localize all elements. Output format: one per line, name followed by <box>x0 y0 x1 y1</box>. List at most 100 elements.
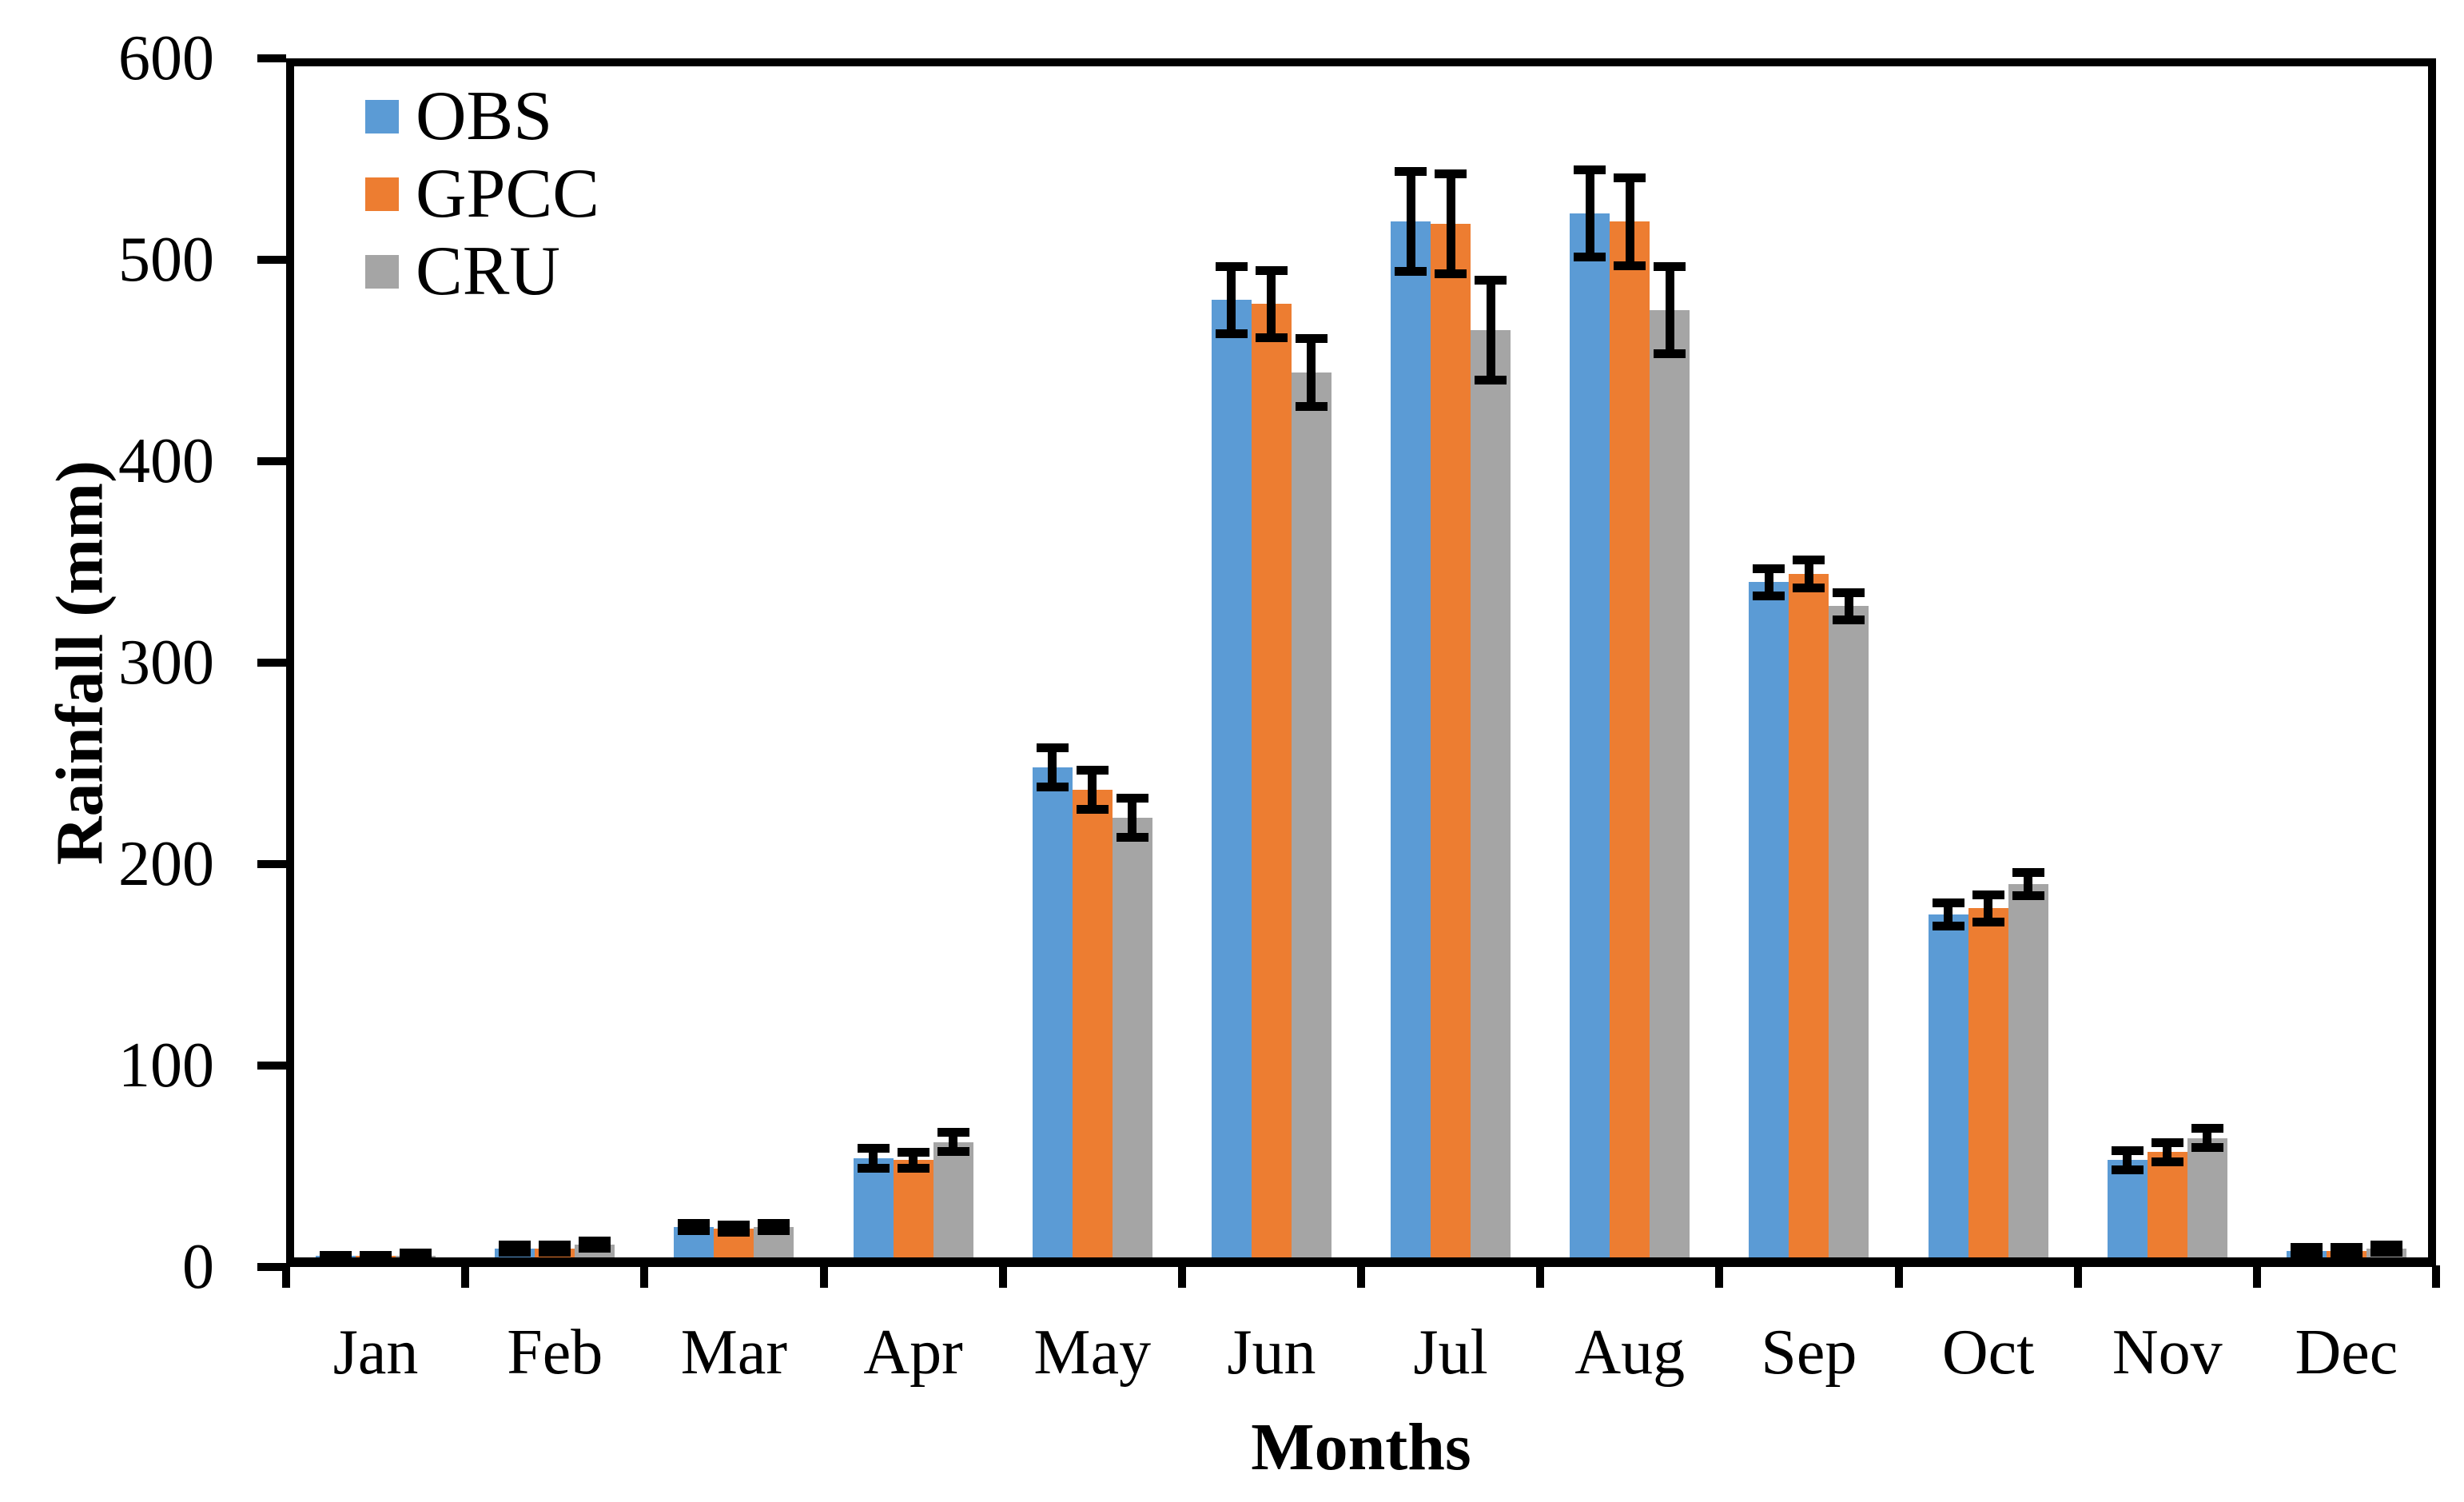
month-label-aug: Aug <box>1574 1317 1686 1388</box>
bar-gpcc-sep <box>1789 574 1829 1257</box>
errorbar-gpcc-may-cap-bottom <box>1076 804 1109 814</box>
errorbar-obs-may-line <box>1048 747 1057 788</box>
x-tick-12 <box>2432 1265 2440 1288</box>
errorbar-obs-dec-cap-bottom <box>2290 1249 2323 1259</box>
errorbar-obs-aug-cap-top <box>1574 165 1606 174</box>
x-tick-0 <box>282 1265 290 1288</box>
errorbar-gpcc-oct-cap-top <box>1972 890 2004 899</box>
legend-label-obs: OBS <box>416 78 553 155</box>
errorbar-obs-aug-cap-bottom <box>1574 253 1606 262</box>
errorbar-gpcc-apr-cap-top <box>897 1148 929 1157</box>
errorbar-cru-sep-cap-top <box>1833 588 1865 597</box>
errorbar-cru-jan-cap-bottom <box>400 1256 432 1265</box>
errorbar-cru-dec-cap-bottom <box>2370 1248 2402 1257</box>
month-label-nov: Nov <box>2112 1317 2223 1388</box>
errorbar-cru-jul-cap-top <box>1475 276 1507 285</box>
errorbar-cru-jul-line <box>1486 280 1495 381</box>
errorbar-cru-sep-cap-bottom <box>1833 616 1865 625</box>
errorbar-cru-jul-cap-bottom <box>1475 376 1507 385</box>
errorbar-obs-oct-cap-bottom <box>1932 922 1964 931</box>
errorbar-gpcc-jul-line <box>1446 173 1455 274</box>
x-axis-title: Months <box>1251 1410 1471 1484</box>
bar-obs-oct <box>1928 914 1968 1257</box>
errorbar-gpcc-apr-cap-bottom <box>897 1163 929 1173</box>
legend-swatch-obs <box>365 100 399 133</box>
y-tick-0 <box>257 1263 286 1271</box>
bar-cru-jun <box>1291 373 1332 1257</box>
errorbar-cru-sep-line <box>1844 592 1853 621</box>
y-tick-600 <box>257 54 286 62</box>
errorbar-obs-mar-cap-bottom <box>678 1225 711 1235</box>
legend-label-cru: CRU <box>416 233 560 310</box>
errorbar-gpcc-oct-cap-bottom <box>1972 918 2004 927</box>
y-tick-label-200: 200 <box>118 829 214 899</box>
bar-gpcc-may <box>1072 789 1113 1257</box>
month-label-jan: Jan <box>332 1317 419 1388</box>
errorbar-obs-nov-cap-bottom <box>2111 1165 2144 1175</box>
errorbar-gpcc-feb-cap-top <box>539 1241 571 1250</box>
x-tick-3 <box>819 1265 828 1288</box>
errorbar-obs-jan-cap-top <box>320 1250 352 1260</box>
errorbar-cru-may-line <box>1128 797 1137 839</box>
errorbar-obs-jan-cap-bottom <box>320 1257 352 1267</box>
y-tick-label-300: 300 <box>118 627 214 698</box>
y-tick-400 <box>257 457 286 465</box>
errorbar-obs-jul-line <box>1406 171 1415 273</box>
errorbar-obs-sep-line <box>1764 568 1773 596</box>
y-tick-label-500: 500 <box>118 225 214 295</box>
bar-cru-apr <box>933 1141 973 1257</box>
bar-obs-aug <box>1570 213 1610 1257</box>
errorbar-cru-nov-cap-top <box>2191 1124 2223 1133</box>
bar-cru-sep <box>1829 606 1869 1257</box>
errorbar-cru-jan-cap-top <box>400 1249 432 1258</box>
errorbar-gpcc-sep-line <box>1804 560 1813 588</box>
errorbar-obs-apr-cap-bottom <box>857 1163 890 1173</box>
bar-obs-sep <box>1749 582 1789 1257</box>
y-axis-title: Rainfall (mm) <box>42 460 117 866</box>
errorbar-gpcc-may-cap-top <box>1076 765 1109 775</box>
errorbar-obs-feb-cap-bottom <box>499 1248 531 1257</box>
errorbar-cru-oct-cap-bottom <box>2012 891 2044 901</box>
y-tick-100 <box>257 1062 286 1070</box>
month-label-jul: Jul <box>1413 1317 1488 1388</box>
errorbar-gpcc-jun-cap-bottom <box>1255 333 1288 343</box>
x-tick-4 <box>998 1265 1007 1288</box>
errorbar-gpcc-mar-cap-bottom <box>718 1228 750 1237</box>
errorbar-cru-may-cap-top <box>1116 793 1148 803</box>
bar-cru-oct <box>2008 884 2048 1257</box>
errorbar-gpcc-oct-line <box>1984 894 1993 923</box>
errorbar-gpcc-sep-cap-bottom <box>1793 583 1825 592</box>
errorbar-cru-mar-cap-top <box>758 1218 790 1228</box>
y-tick-label-0: 0 <box>182 1232 214 1302</box>
errorbar-obs-apr-cap-top <box>857 1144 890 1153</box>
errorbar-cru-oct-cap-top <box>2012 868 2044 878</box>
errorbar-obs-oct-cap-top <box>1932 898 1964 907</box>
bar-gpcc-jul <box>1431 223 1471 1257</box>
errorbar-gpcc-jan-cap-top <box>360 1250 392 1260</box>
bar-obs-may <box>1032 767 1073 1257</box>
month-label-feb: Feb <box>507 1317 603 1388</box>
bar-gpcc-apr <box>893 1160 933 1257</box>
errorbar-gpcc-nov-cap-bottom <box>2151 1157 2183 1166</box>
bar-cru-nov <box>2187 1137 2227 1257</box>
month-label-may: May <box>1033 1317 1152 1388</box>
bar-gpcc-nov <box>2147 1152 2187 1257</box>
x-tick-6 <box>1357 1265 1365 1288</box>
errorbar-gpcc-jul-cap-bottom <box>1435 269 1467 278</box>
errorbar-gpcc-may-line <box>1088 769 1097 810</box>
errorbar-cru-oct-line <box>2024 872 2033 897</box>
errorbar-gpcc-jan-cap-bottom <box>360 1257 392 1267</box>
month-label-sep: Sep <box>1761 1317 1857 1388</box>
x-tick-1 <box>461 1265 470 1288</box>
errorbar-cru-nov-line <box>2203 1128 2212 1149</box>
errorbar-cru-jun-cap-top <box>1295 334 1328 344</box>
errorbar-obs-feb-cap-top <box>499 1241 531 1250</box>
bar-obs-jul <box>1391 221 1431 1257</box>
bar-gpcc-oct <box>1968 908 2008 1257</box>
errorbar-gpcc-aug-line <box>1625 177 1634 266</box>
errorbar-obs-mar-cap-top <box>678 1218 711 1228</box>
errorbar-cru-aug-line <box>1665 265 1674 355</box>
x-tick-10 <box>2073 1265 2082 1288</box>
x-tick-2 <box>640 1265 649 1288</box>
errorbar-obs-jul-cap-top <box>1395 167 1427 177</box>
